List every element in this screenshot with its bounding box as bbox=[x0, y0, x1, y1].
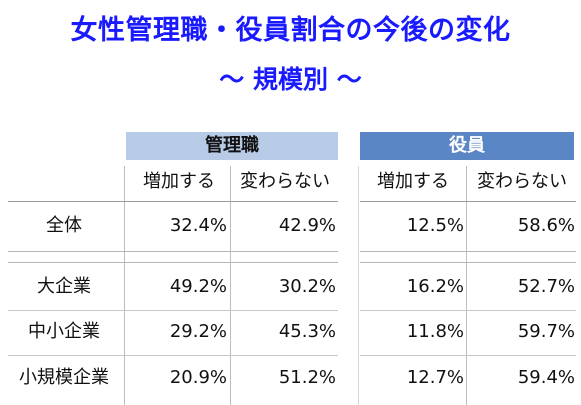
row-divider bbox=[8, 262, 338, 263]
column-divider bbox=[466, 166, 467, 405]
cell-managers-increase: 29.2% bbox=[169, 321, 227, 342]
table-row: 小規模企業 20.9% 51.2% 12.7% 59.4% bbox=[0, 358, 581, 398]
column-divider bbox=[230, 166, 231, 405]
row-divider bbox=[8, 310, 338, 311]
row-divider bbox=[360, 251, 576, 252]
row-divider bbox=[360, 262, 576, 263]
cell-executives-nochange: 59.7% bbox=[517, 321, 575, 342]
cell-executives-nochange: 59.4% bbox=[517, 367, 575, 388]
cell-executives-nochange: 58.6% bbox=[517, 215, 575, 236]
row-divider bbox=[360, 355, 576, 356]
row-divider bbox=[360, 310, 576, 311]
cell-executives-increase: 11.8% bbox=[406, 321, 464, 342]
managers-group-header: 管理職 bbox=[126, 132, 338, 160]
subheader-executives-nochange: 変わらない bbox=[477, 171, 567, 192]
table-row: 大企業 49.2% 30.2% 16.2% 52.7% bbox=[0, 267, 581, 307]
subheader-managers-increase: 増加する bbox=[143, 171, 215, 192]
page-subtitle: ～ 規模別 ～ bbox=[219, 65, 362, 94]
cell-managers-increase: 49.2% bbox=[169, 276, 227, 297]
cell-managers-nochange: 45.3% bbox=[278, 321, 336, 342]
subheader-managers-nochange: 変わらない bbox=[240, 171, 330, 192]
row-label: 大企業 bbox=[37, 276, 91, 297]
row-divider bbox=[8, 201, 338, 202]
cell-executives-nochange: 52.7% bbox=[517, 276, 575, 297]
group-gap-divider bbox=[358, 166, 359, 405]
column-divider bbox=[124, 166, 125, 405]
cell-managers-nochange: 51.2% bbox=[278, 367, 336, 388]
cell-managers-nochange: 30.2% bbox=[278, 276, 336, 297]
row-divider bbox=[8, 355, 338, 356]
table-row: 全体 32.4% 42.9% 12.5% 58.6% bbox=[0, 206, 581, 246]
page-title: 女性管理職・役員割合の今後の変化 bbox=[70, 15, 511, 46]
row-divider bbox=[360, 201, 576, 202]
row-label: 小規模企業 bbox=[19, 367, 109, 388]
subheader-executives-increase: 増加する bbox=[377, 171, 449, 192]
cell-managers-increase: 32.4% bbox=[169, 215, 227, 236]
row-label: 全体 bbox=[46, 215, 82, 236]
cell-managers-increase: 20.9% bbox=[169, 367, 227, 388]
cell-executives-increase: 12.7% bbox=[406, 367, 464, 388]
row-label: 中小企業 bbox=[28, 321, 100, 342]
cell-managers-nochange: 42.9% bbox=[278, 215, 336, 236]
cell-executives-increase: 12.5% bbox=[406, 215, 464, 236]
cell-executives-increase: 16.2% bbox=[406, 276, 464, 297]
row-divider bbox=[8, 251, 338, 252]
executives-group-header: 役員 bbox=[360, 132, 574, 160]
table-row: 中小企業 29.2% 45.3% 11.8% 59.7% bbox=[0, 312, 581, 352]
